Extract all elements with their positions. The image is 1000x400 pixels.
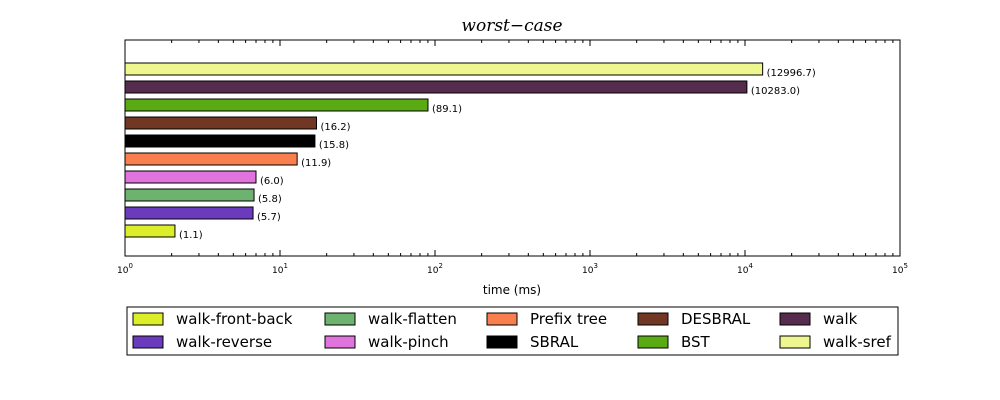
legend-swatch-bst [637, 335, 669, 349]
bar-walk-front-back [124, 224, 176, 238]
legend-label-walk-pinch: walk-pinch [368, 333, 449, 351]
legend-swatch-walk [779, 312, 811, 326]
legend-label-walk: walk [823, 310, 858, 328]
data-label-walk-front-back: (1.1) [179, 230, 203, 241]
x-tick-label: 100 [117, 262, 133, 276]
data-label-walk-sref: (12996.7) [767, 68, 816, 79]
legend-label-walk-reverse: walk-reverse [176, 333, 272, 351]
x-tick-label: 101 [272, 262, 288, 276]
legend-label-desbral: DESBRAL [681, 310, 751, 328]
legend-swatch-walk-sref [779, 335, 811, 349]
x-tick-label: 104 [737, 262, 753, 276]
x-tick-label: 102 [427, 262, 443, 276]
legend-swatch-walk-pinch [324, 335, 356, 349]
bar-walk-reverse [124, 206, 254, 220]
bar-walk [124, 80, 748, 94]
legend-label-walk-flatten: walk-flatten [368, 310, 457, 328]
data-label-walk-pinch: (6.0) [260, 176, 284, 187]
bar-walk-sref [124, 62, 764, 76]
legend-label-sbral: SBRAL [530, 333, 579, 351]
legend-swatch-walk-front-back [132, 312, 164, 326]
bar-walk-flatten [124, 188, 255, 202]
x-tick-label: 103 [582, 262, 598, 276]
bar-prefix-tree [124, 152, 298, 166]
legend-label-walk-sref: walk-sref [823, 333, 892, 351]
data-label-prefix-tree: (11.9) [301, 158, 331, 169]
plot-frame [124, 39, 901, 257]
legend-label-prefix-tree: Prefix tree [530, 310, 607, 328]
legend: walk-front-back walk-flatten Prefix tree DE… [126, 306, 899, 356]
data-label-sbral: (15.8) [319, 140, 349, 151]
bar-bst [124, 98, 429, 112]
data-label-walk-flatten: (5.8) [258, 194, 282, 205]
data-label-desbral: (16.2) [321, 122, 351, 133]
plot-area: (1.1) (5.7) (5.8) (6.0) (11.9) (15.8) (16.2) (8… [117, 39, 908, 276]
data-label-bst: (89.1) [432, 104, 462, 115]
legend-label-bst: BST [681, 333, 711, 351]
legend-swatch-walk-reverse [132, 335, 164, 349]
legend-swatch-walk-flatten [324, 312, 356, 326]
legend-swatch-prefix-tree [486, 312, 518, 326]
legend-swatch-desbral [637, 312, 669, 326]
bar-walk-pinch [124, 170, 257, 184]
chart-title: worst−case [461, 16, 562, 36]
legend-label-walk-front-back: walk-front-back [176, 310, 293, 328]
x-tick-label: 105 [892, 262, 908, 276]
x-axis-label: time (ms) [483, 283, 541, 297]
bar-desbral [124, 116, 318, 130]
legend-swatch-sbral [486, 335, 518, 349]
bar-sbral [124, 134, 316, 148]
data-label-walk-reverse: (5.7) [257, 212, 281, 223]
data-label-walk: (10283.0) [751, 86, 800, 97]
